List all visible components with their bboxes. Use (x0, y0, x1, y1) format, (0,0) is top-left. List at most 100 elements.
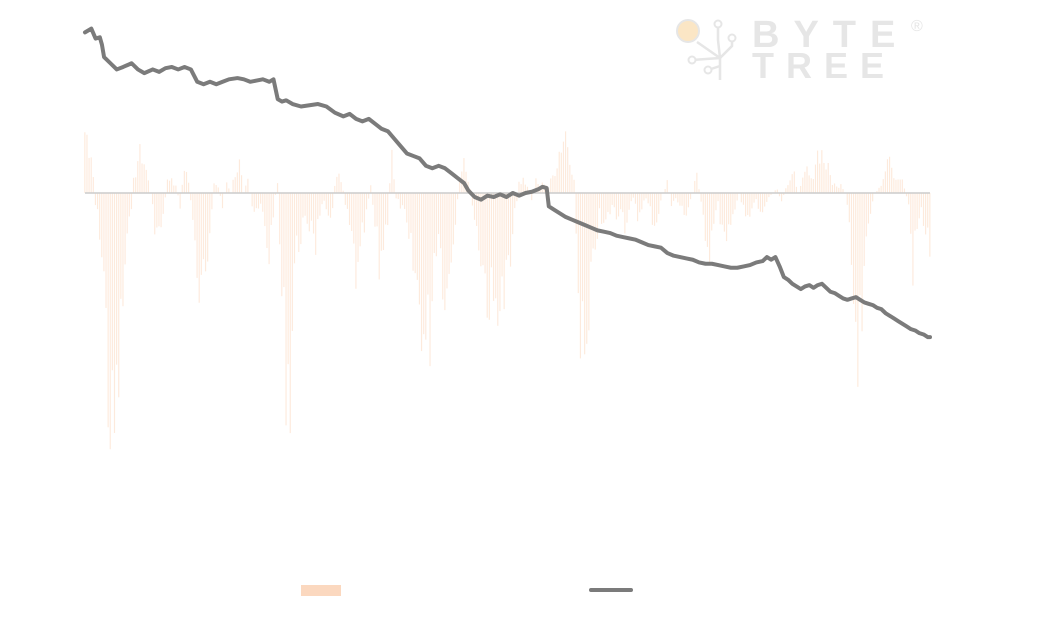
bar-mark (577, 193, 579, 294)
bar-mark (886, 159, 889, 193)
bar-mark (929, 193, 931, 257)
bar-mark (196, 193, 198, 278)
bar-mark (143, 164, 145, 193)
bar-mark (581, 193, 584, 302)
bar-mark (154, 193, 156, 235)
bar-mark (912, 193, 914, 286)
watermark-registered-mark: ® (911, 18, 923, 35)
watermark-branch (716, 24, 722, 59)
bar-mark (723, 193, 725, 232)
circuit-tree-icon (676, 19, 737, 80)
bar-mark (329, 193, 332, 218)
bar-mark (198, 193, 200, 303)
bar-mark (876, 191, 878, 193)
bar-mark (408, 193, 410, 239)
bar-mark (677, 193, 679, 203)
bar-mark (524, 184, 526, 193)
bar-mark (490, 193, 493, 268)
bar-mark (152, 193, 154, 205)
bar-mark (418, 193, 421, 305)
bar-mark (734, 193, 736, 210)
bar-mark (880, 185, 882, 193)
bar-mark (238, 159, 241, 193)
watermark-node (727, 33, 737, 43)
bar-mark (446, 193, 448, 289)
bar-mark (281, 193, 283, 297)
bar-mark (522, 177, 524, 193)
bar-mark (431, 193, 433, 302)
bar-mark (478, 193, 480, 251)
bar-mark (359, 193, 361, 247)
bar-mark (412, 193, 414, 271)
bar-mark (262, 193, 264, 212)
bar-mark (497, 193, 499, 326)
bar-mark (673, 193, 675, 201)
bar-mark (190, 193, 192, 201)
bar-mark (761, 193, 764, 213)
bar-mark (346, 193, 349, 209)
bar-mark (101, 193, 103, 258)
bar-mark (207, 193, 209, 262)
bar-mark (448, 193, 450, 274)
bar-mark (516, 193, 518, 202)
bar-mark (372, 193, 374, 205)
bar-mark (925, 193, 927, 235)
bar-mark (276, 183, 279, 193)
bar-mark (814, 164, 817, 193)
bar-mark (126, 193, 128, 234)
bar-mark (351, 193, 353, 231)
bar-mark (641, 193, 643, 210)
bar-mark (166, 179, 169, 193)
bar-mark (399, 193, 401, 209)
bar-mark (783, 193, 785, 196)
bar-mark (647, 193, 649, 204)
bar-mark (234, 177, 236, 193)
bar-mark (410, 193, 412, 233)
bar-mark (901, 179, 903, 193)
bar-mark (685, 193, 687, 216)
bar-mark (573, 179, 575, 193)
bar-mark (736, 193, 738, 201)
bar-mark (94, 193, 97, 206)
bar-mark (882, 179, 884, 193)
bar-mark (486, 193, 488, 318)
bar-mark (274, 193, 277, 195)
bar-mark (768, 193, 770, 198)
bar-mark (221, 193, 224, 209)
bar-mark (427, 193, 429, 295)
bar-mark (700, 193, 702, 202)
bar-mark (706, 193, 709, 247)
bar-mark (859, 193, 861, 296)
bar-mark (88, 157, 90, 193)
bar-mark (719, 193, 721, 225)
bar-mark (128, 193, 130, 217)
bar-mark (698, 189, 700, 193)
bar-mark (105, 193, 107, 308)
bar-mark (696, 172, 698, 193)
bar-mark (651, 193, 653, 225)
watermark-node (703, 65, 713, 75)
brand-watermark: BYTE TREE ® (676, 14, 923, 86)
bar-mark (338, 173, 340, 193)
bar-mark (200, 193, 202, 275)
bar-mark (694, 180, 696, 193)
bar-mark (505, 193, 507, 260)
bar-mark (361, 193, 363, 223)
bar-mark (425, 193, 427, 340)
bar-mark (781, 193, 783, 202)
bar-mark (188, 182, 190, 193)
bar-mark (927, 193, 929, 228)
bar-mark (891, 167, 893, 193)
bar-mark (132, 177, 135, 193)
bar-mark (713, 193, 715, 224)
bar-mark (444, 193, 446, 311)
bar-mark (484, 193, 486, 274)
bar-mark (293, 193, 296, 264)
bar-mark (164, 193, 166, 198)
bar-mark (393, 179, 395, 193)
bar-mark (586, 193, 588, 344)
bar-mark (821, 150, 823, 193)
bar-mark (264, 193, 266, 227)
bar-mark (575, 193, 577, 234)
bar-mark (715, 193, 717, 211)
